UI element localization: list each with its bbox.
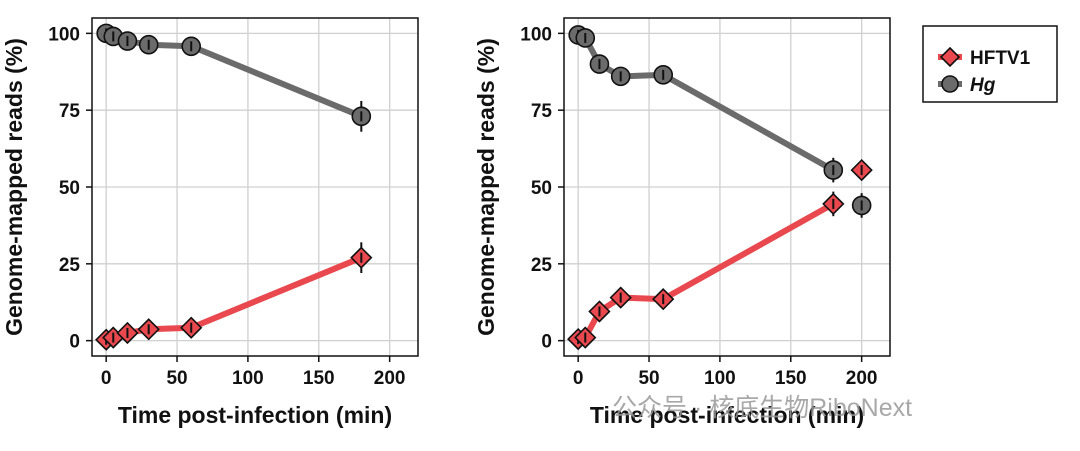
y-tick-label: 100 [48, 24, 80, 45]
x-tick-label: 150 [775, 368, 807, 389]
x-tick-label: 150 [303, 368, 335, 389]
watermark: 公众号 · 核底生物RiboNext [612, 394, 912, 422]
legend-label-hftv1: HFTV1 [970, 48, 1031, 69]
legend-entry-hg: Hg [938, 75, 996, 96]
x-tick-label: 0 [101, 368, 112, 389]
y-tick-label: 50 [531, 178, 552, 199]
x-tick-label: 0 [573, 368, 584, 389]
y-axis-label: Genome-mapped reads (%) [473, 38, 499, 336]
series-line-hg [575, 31, 837, 174]
x-axis-label: Time post-infection (min) [118, 402, 392, 428]
y-tick-label: 100 [520, 24, 552, 45]
y-axis-label: Genome-mapped reads (%) [1, 38, 27, 336]
chart-panel-right: 0 50 100 150 200 0 25 50 75 100 Time post-infectio… [473, 17, 891, 428]
legend-marker-hg [941, 75, 959, 93]
x-axis-label: Time post-infection (min) [590, 402, 864, 428]
x-tick-label: 50 [638, 368, 659, 389]
y-tick-label: 25 [59, 255, 81, 276]
y-tick-label: 0 [69, 332, 80, 353]
chart-panel-left: 0 50 100 150 200 0 25 50 75 100 Time post-infectio… [1, 17, 419, 428]
y-tick-label: 75 [531, 101, 553, 122]
x-tick-label: 100 [232, 368, 264, 389]
x-tick-label: 200 [846, 368, 878, 389]
legend-entry-hftv1: HFTV1 [938, 46, 1031, 69]
series-line-hftv1 [575, 200, 837, 343]
legend-marker-hftv1 [939, 46, 961, 68]
legend-label-hg: Hg [970, 75, 996, 96]
y-tick-label: 25 [531, 255, 553, 276]
y-tick-label: 0 [541, 332, 552, 353]
x-tick-label: 50 [166, 368, 187, 389]
legend: HFTV1 Hg [922, 25, 1058, 103]
x-tick-label: 100 [704, 368, 736, 389]
x-tick-label: 200 [374, 368, 406, 389]
y-tick-label: 75 [59, 101, 81, 122]
y-tick-label: 50 [59, 178, 80, 199]
